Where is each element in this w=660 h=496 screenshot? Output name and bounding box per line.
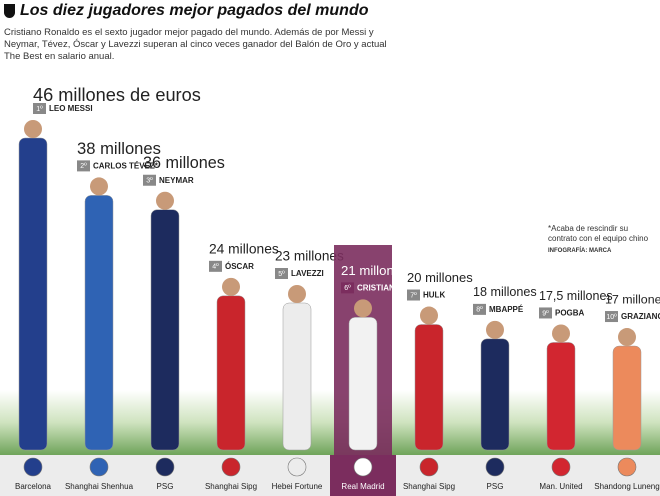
value-label: 46 millones de euros	[33, 85, 201, 105]
player-name: POGBA	[555, 309, 585, 318]
value-label: 21 millones de euros	[341, 263, 463, 278]
club-logo	[617, 457, 637, 477]
rank-badge	[605, 311, 618, 323]
value-label: 38 millones	[77, 139, 161, 158]
player-head	[24, 120, 42, 138]
value-label: 17 millones	[605, 292, 660, 306]
club-logo	[23, 457, 43, 477]
player-figure	[546, 342, 576, 451]
club-logo	[551, 457, 571, 477]
player-name: NEYMAR	[159, 176, 194, 185]
rank: 2º	[80, 163, 87, 170]
rank-badge	[473, 303, 486, 315]
title: Los diez jugadores mejor pagados del mun…	[20, 2, 369, 19]
player-name: CRISTIANO	[357, 283, 401, 292]
player-figure	[150, 209, 180, 451]
value-label: 36 millones	[143, 154, 225, 172]
rank: 8º	[476, 307, 483, 314]
value-label: 23 millones	[275, 249, 344, 264]
value-label: 24 millones	[209, 241, 279, 256]
rank-badge	[341, 282, 354, 294]
club-name: Man. United	[539, 482, 582, 491]
rank-badge	[77, 160, 90, 172]
rank-badge	[33, 103, 46, 114]
rank-badge	[209, 260, 222, 272]
title-icon	[4, 4, 15, 18]
value-label: 18 millones	[473, 285, 537, 299]
rank: 10º	[606, 314, 617, 321]
club-name: Shanghai Shenhua	[65, 482, 134, 491]
club-logo	[353, 457, 373, 477]
club-logo	[155, 457, 175, 477]
player-head	[420, 306, 438, 325]
player-name: MBAPPÉ	[489, 305, 524, 314]
club-name: Shandong Luneng	[594, 482, 659, 491]
player-name: LEO MESSI	[49, 104, 93, 113]
credit: INFOGRAFÍA: MARCA	[548, 248, 612, 254]
player-figure	[480, 338, 510, 451]
club-name: Real Madrid	[341, 482, 384, 491]
player-head	[552, 324, 570, 343]
note: *Acaba de rescindir su contrato con el e…	[548, 224, 649, 243]
rank: 7º	[410, 292, 417, 299]
player-figure	[84, 195, 114, 451]
rank: 9º	[542, 310, 549, 317]
player-head	[354, 299, 372, 318]
player-figure	[348, 317, 378, 451]
club-logo	[221, 457, 241, 477]
rank-badge	[407, 289, 420, 301]
rank-badge	[143, 174, 156, 186]
player-head	[90, 177, 108, 196]
player-figure	[414, 324, 444, 451]
club-logo	[89, 457, 109, 477]
club-name: PSG	[487, 482, 504, 491]
subtitle: Cristiano Ronaldo es el sexto jugador me…	[4, 27, 387, 62]
club-name: Shanghai Sipg	[205, 482, 257, 491]
rank: 1º	[36, 106, 43, 113]
player-head	[222, 277, 240, 296]
club-logo	[485, 457, 505, 477]
player-name: ÓSCAR	[225, 262, 254, 271]
rank: 5º	[278, 271, 285, 278]
club-logo	[287, 457, 307, 477]
club-logo	[419, 457, 439, 477]
rank-badge	[275, 268, 288, 279]
club-name: Hebei Fortune	[272, 482, 323, 491]
rank: 3º	[146, 178, 153, 185]
club-name: Shanghai Sipg	[403, 482, 455, 491]
rank-badge	[539, 307, 552, 319]
player-figure	[18, 137, 48, 451]
value-label: 17,5 millones	[539, 289, 613, 303]
club-name: Barcelona	[15, 482, 52, 491]
rank: 6º	[344, 285, 351, 292]
player-figure	[216, 295, 246, 451]
player-figure	[612, 345, 642, 451]
rank: 4º	[212, 264, 219, 271]
player-name: LAVEZZI	[291, 269, 324, 278]
player-head	[288, 285, 306, 303]
player-figure	[282, 302, 312, 451]
player-name: CARLOS TÉVEZ*	[93, 162, 159, 171]
player-name: HULK	[423, 291, 445, 300]
player-head	[156, 191, 174, 210]
value-label: 20 millones	[407, 270, 473, 285]
player-head	[486, 320, 504, 339]
player-head	[618, 328, 636, 347]
player-name: GRAZIANO PELLÈ	[621, 312, 660, 321]
club-name: PSG	[157, 482, 174, 491]
